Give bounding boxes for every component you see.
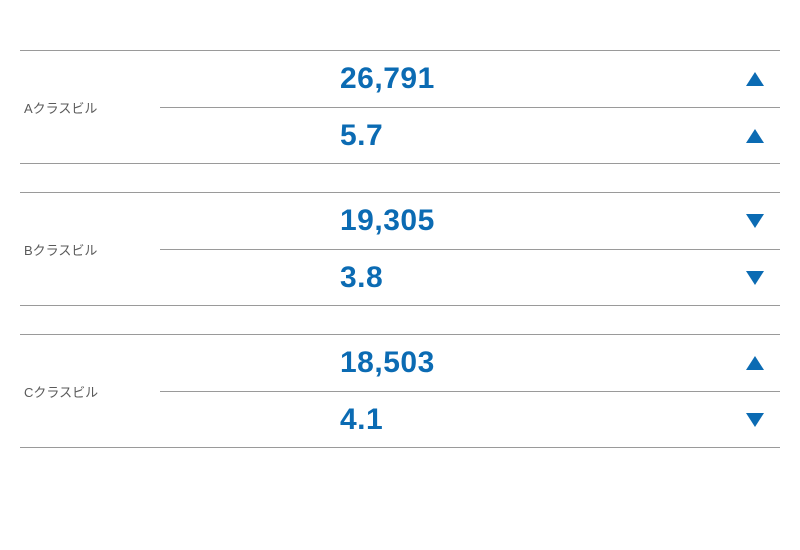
group-b: Bクラスビル 19,305 3.8 (20, 192, 780, 306)
group-c-row-1: 4.1 (160, 391, 780, 447)
group-a-row-0-value: 26,791 (340, 62, 435, 96)
group-b-rows: 19,305 3.8 (160, 193, 780, 305)
group-c-row-0: 18,503 (160, 335, 780, 391)
group-b-label: Bクラスビル (24, 240, 97, 259)
group-c-row-1-value: 4.1 (340, 403, 383, 437)
group-a-row-1-value: 5.7 (340, 119, 383, 153)
group-a-rows: 26,791 5.7 (160, 51, 780, 163)
group-c-label: Cクラスビル (24, 382, 98, 401)
group-a-label-col: Aクラスビル (20, 51, 160, 163)
group-b-wrap: Bクラスビル 19,305 3.8 (20, 192, 780, 306)
group-b-label-col: Bクラスビル (20, 193, 160, 305)
triangle-up-icon (746, 356, 764, 370)
triangle-down-icon (746, 271, 764, 285)
group-a-row-1: 5.7 (160, 107, 780, 163)
group-c-wrap: Cクラスビル 18,503 4.1 (20, 334, 780, 448)
group-c-row-0-value: 18,503 (340, 346, 435, 380)
group-a-row-0: 26,791 (160, 51, 780, 107)
group-b-row-0-value: 19,305 (340, 204, 435, 238)
triangle-up-icon (746, 129, 764, 143)
group-b-row-1-value: 3.8 (340, 261, 383, 295)
table-wrap: Aクラスビル 26,791 5.7 Bクラスビル 19,305 (0, 0, 800, 550)
group-a-label: Aクラスビル (24, 98, 97, 117)
group-c-rows: 18,503 4.1 (160, 335, 780, 447)
group-a: Aクラスビル 26,791 5.7 (20, 50, 780, 164)
triangle-down-icon (746, 214, 764, 228)
triangle-up-icon (746, 72, 764, 86)
group-b-row-1: 3.8 (160, 249, 780, 305)
group-b-row-0: 19,305 (160, 193, 780, 249)
group-a-wrap: Aクラスビル 26,791 5.7 (20, 50, 780, 164)
triangle-down-icon (746, 413, 764, 427)
group-c: Cクラスビル 18,503 4.1 (20, 334, 780, 448)
group-c-label-col: Cクラスビル (20, 335, 160, 447)
